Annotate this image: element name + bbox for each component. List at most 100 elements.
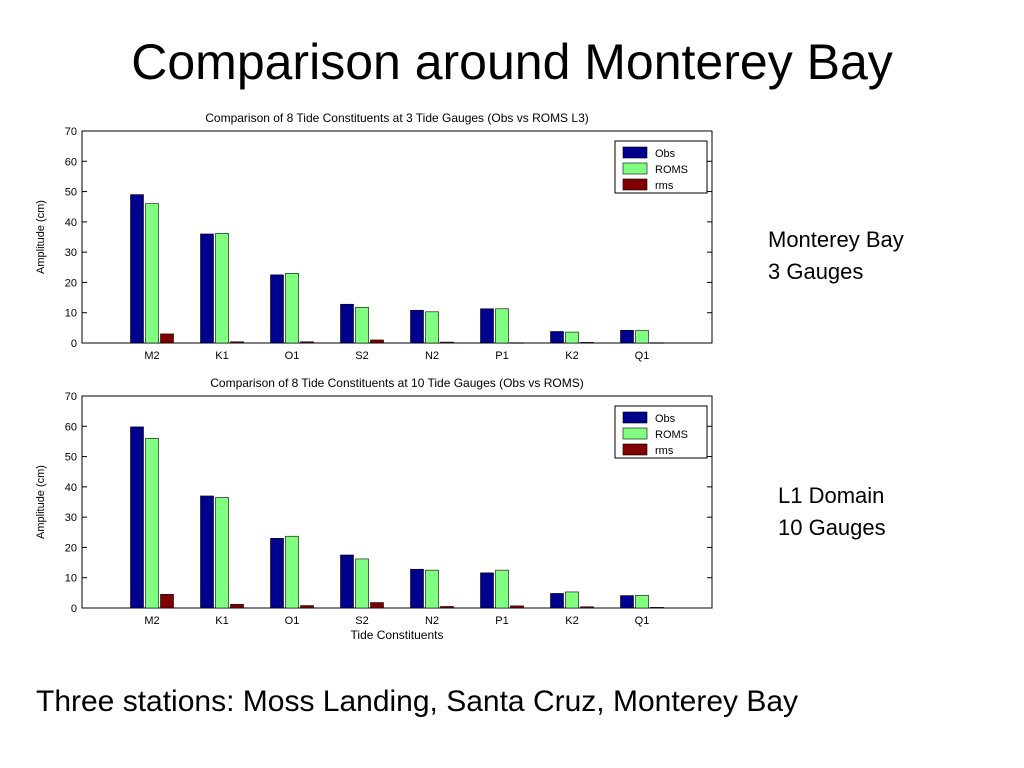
y-tick-label: 0	[71, 338, 77, 350]
y-tick-label: 70	[65, 126, 77, 138]
y-tick-label: 40	[65, 217, 77, 229]
x-tick-label: N2	[425, 350, 439, 362]
bar-roms	[495, 308, 509, 344]
legend-label: ROMS	[655, 164, 688, 176]
bar-rms	[230, 341, 244, 344]
bar-rms	[160, 333, 174, 344]
y-tick-label: 60	[65, 421, 77, 433]
bar-rms	[160, 594, 174, 609]
legend-label: Obs	[655, 148, 676, 160]
x-tick-label: K1	[215, 615, 228, 627]
chart-10-gauges: Comparison of 8 Tide Constituents at 10 …	[30, 370, 730, 640]
x-tick-label: O1	[285, 615, 300, 627]
x-tick-label: Q1	[635, 350, 650, 362]
bar-roms	[145, 203, 159, 344]
legend-swatch-obs	[622, 411, 648, 424]
bar-obs	[550, 331, 564, 344]
bar-roms	[215, 497, 229, 609]
bar-rms	[370, 602, 384, 609]
bar-rms	[230, 604, 244, 609]
bar-roms	[425, 569, 439, 609]
legend-swatch-rms	[622, 443, 648, 456]
bar-roms	[635, 330, 649, 344]
bar-obs	[410, 568, 424, 609]
legend-label: ROMS	[655, 429, 688, 441]
bar-roms	[285, 273, 299, 344]
slide-title: Comparison around Monterey Bay	[131, 34, 893, 90]
bar-chart-3-gauges: Comparison of 8 Tide Constituents at 3 T…	[35, 111, 713, 362]
chart-3-gauges: Comparison of 8 Tide Constituents at 3 T…	[30, 105, 730, 375]
y-axis-label: Amplitude (cm)	[35, 465, 47, 539]
bar-rms	[510, 605, 524, 609]
legend-label: rms	[655, 180, 674, 192]
bar-obs	[340, 303, 354, 344]
bar-obs	[340, 554, 354, 609]
bar-roms	[565, 591, 579, 609]
plot-frame	[81, 130, 713, 344]
bar-obs	[130, 426, 144, 609]
bar-roms	[355, 558, 369, 609]
bar-rms	[440, 606, 454, 609]
bar-obs	[480, 308, 494, 344]
bar-roms	[565, 331, 579, 344]
bar-obs	[200, 233, 214, 344]
x-tick-label: K2	[565, 350, 578, 362]
legend-swatch-obs	[622, 146, 648, 159]
chart-title: Comparison of 8 Tide Constituents at 10 …	[210, 376, 584, 390]
legend-swatch-rms	[622, 178, 648, 191]
bar-rms	[370, 339, 384, 344]
x-tick-label: P1	[495, 615, 508, 627]
bar-rms	[510, 342, 524, 344]
y-tick-label: 20	[65, 542, 77, 554]
x-tick-label: S2	[355, 615, 368, 627]
bar-obs	[410, 309, 424, 344]
x-tick-label: K2	[565, 615, 578, 627]
bar-obs	[130, 194, 144, 344]
y-tick-label: 50	[65, 187, 77, 199]
y-tick-label: 0	[71, 603, 77, 615]
bar-obs	[620, 595, 634, 609]
x-tick-label: M2	[144, 615, 159, 627]
y-tick-label: 70	[65, 391, 77, 403]
bar-obs	[480, 572, 494, 609]
bar-obs	[550, 593, 564, 609]
legend-swatch-roms	[622, 162, 648, 175]
y-tick-label: 40	[65, 482, 77, 494]
x-tick-label: M2	[144, 350, 159, 362]
y-tick-label: 50	[65, 452, 77, 464]
chart-title: Comparison of 8 Tide Constituents at 3 T…	[205, 111, 589, 125]
bar-obs	[270, 538, 284, 609]
bar-obs	[270, 274, 284, 344]
bar-rms	[300, 341, 314, 344]
side-note-l1-domain: L1 Domain 10 Gauges	[778, 480, 886, 544]
x-tick-label: S2	[355, 350, 368, 362]
bar-rms	[580, 342, 594, 344]
bar-rms	[440, 341, 454, 344]
bar-roms	[635, 594, 649, 609]
x-axis-label: Tide Constituents	[351, 628, 444, 640]
side-note-line: L1 Domain	[778, 483, 885, 508]
x-tick-label: K1	[215, 350, 228, 362]
y-tick-label: 10	[65, 573, 77, 585]
bar-roms	[285, 535, 299, 609]
bar-roms	[355, 306, 369, 344]
bar-obs	[200, 495, 214, 609]
x-tick-label: O1	[285, 350, 300, 362]
bar-roms	[425, 311, 439, 344]
y-tick-label: 20	[65, 277, 77, 289]
footer-text: Three stations: Moss Landing, Santa Cruz…	[36, 685, 799, 718]
bar-rms	[650, 607, 664, 609]
bar-obs	[620, 329, 634, 344]
x-tick-label: Q1	[635, 615, 650, 627]
x-tick-label: N2	[425, 615, 439, 627]
y-tick-label: 30	[65, 247, 77, 259]
side-note-monterey: Monterey Bay 3 Gauges	[768, 224, 904, 288]
bar-roms	[215, 233, 229, 344]
legend-label: rms	[655, 445, 674, 457]
y-axis-label: Amplitude (cm)	[35, 200, 47, 274]
plot-frame	[81, 395, 713, 609]
y-tick-label: 30	[65, 512, 77, 524]
y-tick-label: 10	[65, 308, 77, 320]
bar-rms	[300, 605, 314, 609]
y-tick-label: 60	[65, 156, 77, 168]
